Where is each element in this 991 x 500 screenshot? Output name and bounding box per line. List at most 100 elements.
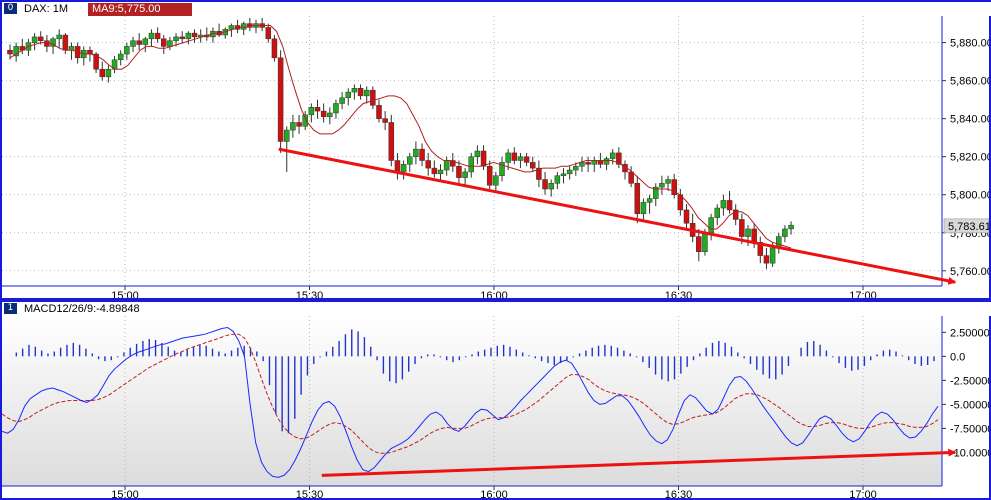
- macd-y-tick-label: -10.0000: [950, 447, 989, 459]
- price-pane-header: 0 DAX: 1M MA9:5,775.00: [2, 2, 991, 16]
- candle-down: [597, 160, 604, 165]
- candle-down: [99, 68, 105, 78]
- candle-up: [31, 36, 38, 43]
- price-trend-arrow: [278, 147, 957, 285]
- candle-down: [456, 165, 462, 178]
- candle-up: [327, 112, 333, 118]
- price-series: [7, 17, 794, 269]
- candle-up: [665, 179, 671, 184]
- last-price-tag: [943, 218, 989, 234]
- candle-up: [505, 152, 511, 163]
- candle-down: [44, 40, 50, 47]
- candle-down: [683, 209, 690, 224]
- candle-up: [603, 158, 610, 165]
- price-chart[interactable]: 5,760.005,780.005,800.005,820.005,840.00…: [2, 2, 989, 298]
- price-trendline: [278, 147, 957, 285]
- candle-up: [443, 160, 450, 171]
- candle-up: [474, 150, 481, 157]
- candle-up: [745, 228, 751, 237]
- candle-up: [579, 162, 585, 167]
- macd-line: [2, 326, 939, 478]
- macd-grid: [124, 316, 864, 486]
- ma9-line: [9, 25, 792, 249]
- candle-down: [38, 36, 44, 41]
- price-y-tick-label: 5,760.00: [950, 266, 989, 278]
- macd-x-tick-label: 17:00: [849, 489, 877, 498]
- candle-up: [290, 122, 296, 131]
- price-y-tick-label: 5,820.00: [950, 152, 989, 164]
- candle-down: [480, 150, 487, 167]
- candle-up: [185, 32, 192, 40]
- candle-up: [339, 97, 345, 104]
- candle-up: [363, 89, 370, 97]
- candle-up: [573, 165, 579, 171]
- macd-series: [2, 326, 939, 478]
- candle-up: [702, 232, 708, 253]
- candle-up: [68, 46, 75, 51]
- price-pane-index-badge[interactable]: 0: [4, 3, 17, 14]
- candle-up: [788, 224, 794, 230]
- candle-up: [548, 183, 554, 190]
- price-axis: 5,760.005,780.005,800.005,820.005,840.00…: [2, 16, 989, 298]
- candle-down: [511, 152, 518, 161]
- candle-up: [560, 173, 567, 176]
- candle-up: [56, 34, 62, 40]
- candle-down: [376, 105, 382, 119]
- candle-down: [271, 38, 278, 59]
- macd-trend-arrow: [321, 448, 957, 477]
- macd-y-tick-label: -7.50000: [950, 423, 989, 435]
- price-grid: [2, 16, 942, 286]
- candle-down: [7, 49, 13, 55]
- candle-up: [124, 46, 130, 55]
- candle-down: [191, 32, 198, 38]
- candle-up: [591, 160, 597, 165]
- candle-up: [345, 91, 351, 99]
- macd-pane-index-badge[interactable]: 1: [4, 303, 17, 314]
- candle-down: [93, 53, 99, 70]
- candle-up: [228, 25, 235, 30]
- price-y-tick-label: 5,860.00: [950, 76, 989, 88]
- candle-up: [333, 103, 339, 114]
- macd-pane: 1 MACD12/26/9:-4.89848 2.50000 0.0 -2.5000…: [0, 300, 991, 500]
- candle-up: [167, 40, 173, 47]
- macd-y-tick-label: 0.0: [950, 351, 965, 363]
- candle-down: [739, 219, 745, 237]
- ma-indicator-label: MA9:5,775.00: [88, 3, 192, 16]
- candle-down: [419, 148, 425, 161]
- candle-up: [407, 156, 413, 165]
- macd-x-tick-label: 15:00: [111, 489, 139, 498]
- candle-down: [486, 165, 493, 186]
- candle-down: [425, 160, 431, 169]
- candle-down: [696, 236, 702, 253]
- price-pane: 0 DAX: 1M MA9:5,775.00 5,760.00 5,780.00 5…: [0, 0, 991, 300]
- candle-up: [308, 107, 315, 116]
- candle-down: [136, 40, 142, 45]
- candle-down: [277, 57, 284, 142]
- candle-down: [671, 179, 677, 195]
- candle-up: [13, 46, 19, 57]
- candle-down: [179, 36, 185, 40]
- candle-up: [720, 200, 727, 209]
- price-y-tick-label: 5,840.00: [950, 114, 989, 126]
- candle-down: [320, 110, 327, 118]
- candle-up: [554, 175, 561, 184]
- candle-up: [117, 53, 124, 60]
- candle-down: [616, 152, 622, 165]
- candle-down: [87, 49, 93, 55]
- price-x-tick-label: 15:00: [111, 290, 139, 298]
- candle-down: [382, 118, 388, 123]
- candle-down: [628, 171, 634, 184]
- candle-up: [284, 129, 290, 142]
- candle-down: [751, 228, 757, 243]
- candle-up: [50, 38, 56, 47]
- candle-down: [585, 162, 591, 165]
- price-x-tick-label: 16:00: [480, 290, 508, 298]
- price-pane-title: DAX: 1M: [24, 3, 69, 15]
- macd-trendline: [321, 448, 957, 477]
- candle-down: [732, 209, 739, 220]
- candle-up: [646, 198, 653, 203]
- candle-down: [161, 38, 167, 47]
